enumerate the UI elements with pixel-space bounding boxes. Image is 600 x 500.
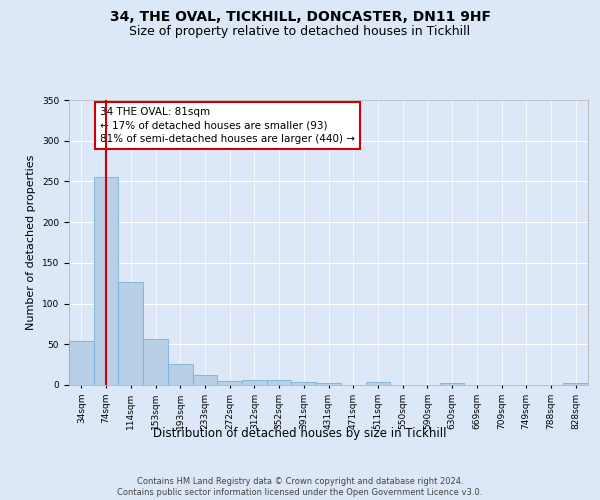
Bar bbox=[242, 380, 267, 385]
Bar bbox=[217, 381, 242, 385]
Bar bbox=[94, 176, 118, 385]
Bar bbox=[316, 382, 341, 385]
Bar bbox=[563, 382, 588, 385]
Bar bbox=[267, 380, 292, 385]
Bar bbox=[292, 382, 316, 385]
Text: Size of property relative to detached houses in Tickhill: Size of property relative to detached ho… bbox=[130, 25, 470, 38]
Bar bbox=[69, 341, 94, 385]
Bar bbox=[143, 338, 168, 385]
Text: 34 THE OVAL: 81sqm
← 17% of detached houses are smaller (93)
81% of semi-detache: 34 THE OVAL: 81sqm ← 17% of detached hou… bbox=[100, 107, 355, 144]
Bar bbox=[440, 382, 464, 385]
Text: 34, THE OVAL, TICKHILL, DONCASTER, DN11 9HF: 34, THE OVAL, TICKHILL, DONCASTER, DN11 … bbox=[110, 10, 491, 24]
Y-axis label: Number of detached properties: Number of detached properties bbox=[26, 155, 37, 330]
Text: Contains HM Land Registry data © Crown copyright and database right 2024.
Contai: Contains HM Land Registry data © Crown c… bbox=[118, 478, 482, 497]
Text: Distribution of detached houses by size in Tickhill: Distribution of detached houses by size … bbox=[153, 428, 447, 440]
Bar bbox=[365, 382, 390, 385]
Bar bbox=[118, 282, 143, 385]
Bar bbox=[193, 375, 217, 385]
Bar bbox=[168, 364, 193, 385]
